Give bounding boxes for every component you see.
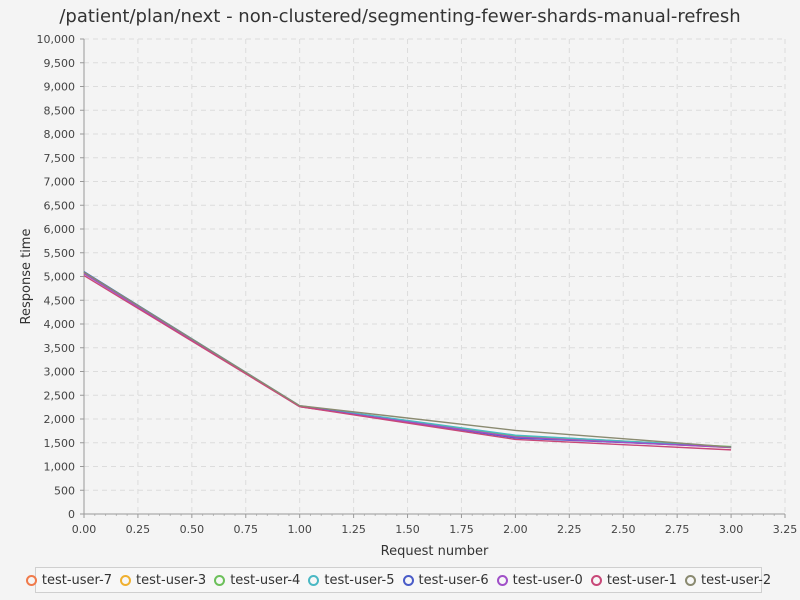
series-lines — [83, 271, 732, 451]
x-tick-label: 1.00 — [287, 523, 312, 536]
legend-marker-icon — [402, 574, 414, 586]
x-tick-label: 1.50 — [395, 523, 420, 536]
legend-item-test-user-2[interactable]: test-user-2 — [684, 572, 772, 588]
x-tick-label: 2.50 — [611, 523, 636, 536]
legend-item-test-user-3[interactable]: test-user-3 — [120, 573, 206, 588]
x-tick-label: 1.75 — [449, 523, 474, 536]
legend-item-test-user-6[interactable]: test-user-6 — [402, 572, 489, 588]
series-line-test-user-0 — [83, 273, 732, 449]
y-tick-label: 2,500 — [44, 389, 76, 402]
legend-label: test-user-2 — [700, 572, 772, 588]
legend-marker-icon — [120, 574, 132, 586]
y-tick-label: 8,000 — [44, 128, 76, 141]
legend-item-test-user-4[interactable]: test-user-4 — [214, 573, 300, 588]
legend-marker-icon — [590, 574, 602, 586]
legend-label: test-user-0 — [512, 572, 583, 588]
y-tick-label: 7,500 — [44, 152, 76, 165]
y-tick-label: 4,000 — [44, 318, 76, 331]
x-tick-label: 3.25 — [773, 523, 798, 536]
y-tick-label: 3,500 — [44, 342, 76, 355]
y-tick-label: 10,000 — [37, 33, 76, 46]
legend: test-user-7 test-user-3 test-user-4 test-us… — [25, 567, 771, 593]
legend-label: test-user-6 — [418, 572, 489, 588]
x-tick-label: 1.25 — [341, 523, 366, 536]
y-tick-label: 5,500 — [44, 247, 76, 260]
x-tick-label: 2.25 — [557, 523, 582, 536]
y-tick-label: 1,500 — [44, 437, 76, 450]
y-tick-label: 0 — [68, 508, 75, 521]
y-tick-label: 9,000 — [44, 81, 76, 94]
plot-area — [84, 39, 785, 514]
legend-marker-icon — [684, 574, 696, 586]
y-tick-label: 6,000 — [44, 223, 76, 236]
legend-marker-icon — [25, 574, 37, 586]
y-tick-label: 3,000 — [44, 366, 76, 379]
x-tick-label: 0.25 — [126, 523, 151, 536]
y-tick-label: 4,500 — [44, 294, 76, 307]
y-tick-label: 8,500 — [44, 104, 76, 117]
y-axis-title: Response time — [19, 229, 34, 325]
y-tick-label: 5,000 — [44, 271, 76, 284]
chart-title: /patient/plan/next - non-clustered/segme… — [59, 6, 741, 27]
axes: 0 500 1,000 1,500 2,000 2,500 3,000 3,500 4,000 4… — [37, 33, 798, 536]
x-tick-label: 3.00 — [719, 523, 744, 536]
legend-marker-icon — [496, 574, 508, 586]
series-line-test-user-2 — [83, 271, 732, 448]
y-tick-label: 1,000 — [44, 461, 76, 474]
series-line-test-user-1 — [83, 274, 732, 451]
legend-marker-icon — [308, 574, 320, 586]
x-tick-label: 2.00 — [503, 523, 528, 536]
x-tick-label: 2.75 — [665, 523, 690, 536]
y-tick-label: 7,000 — [44, 176, 76, 189]
grid-lines — [84, 38, 786, 514]
x-tick-label: 0.75 — [234, 523, 259, 536]
y-tick-label: 6,500 — [44, 199, 76, 212]
legend-item-test-user-1[interactable]: test-user-1 — [590, 572, 677, 588]
legend-label: test-user-3 — [136, 572, 207, 588]
legend-item-test-user-7[interactable]: test-user-7 — [25, 572, 113, 588]
legend-marker-icon — [214, 574, 226, 586]
legend-label: test-user-7 — [41, 572, 113, 588]
x-tick-label: 0.50 — [180, 523, 205, 536]
legend-item-test-user-0[interactable]: test-user-0 — [496, 572, 583, 588]
x-axis-title: Request number — [381, 544, 489, 559]
legend-label: test-user-5 — [324, 572, 395, 588]
y-tick-label: 2,000 — [44, 413, 76, 426]
y-tick-label: 9,500 — [44, 57, 76, 70]
legend-item-test-user-5[interactable]: test-user-5 — [308, 572, 395, 588]
x-tick-label: 0.00 — [72, 523, 97, 536]
legend-label: test-user-1 — [606, 572, 677, 588]
legend-label: test-user-4 — [230, 572, 301, 588]
y-tick-label: 500 — [54, 484, 75, 497]
